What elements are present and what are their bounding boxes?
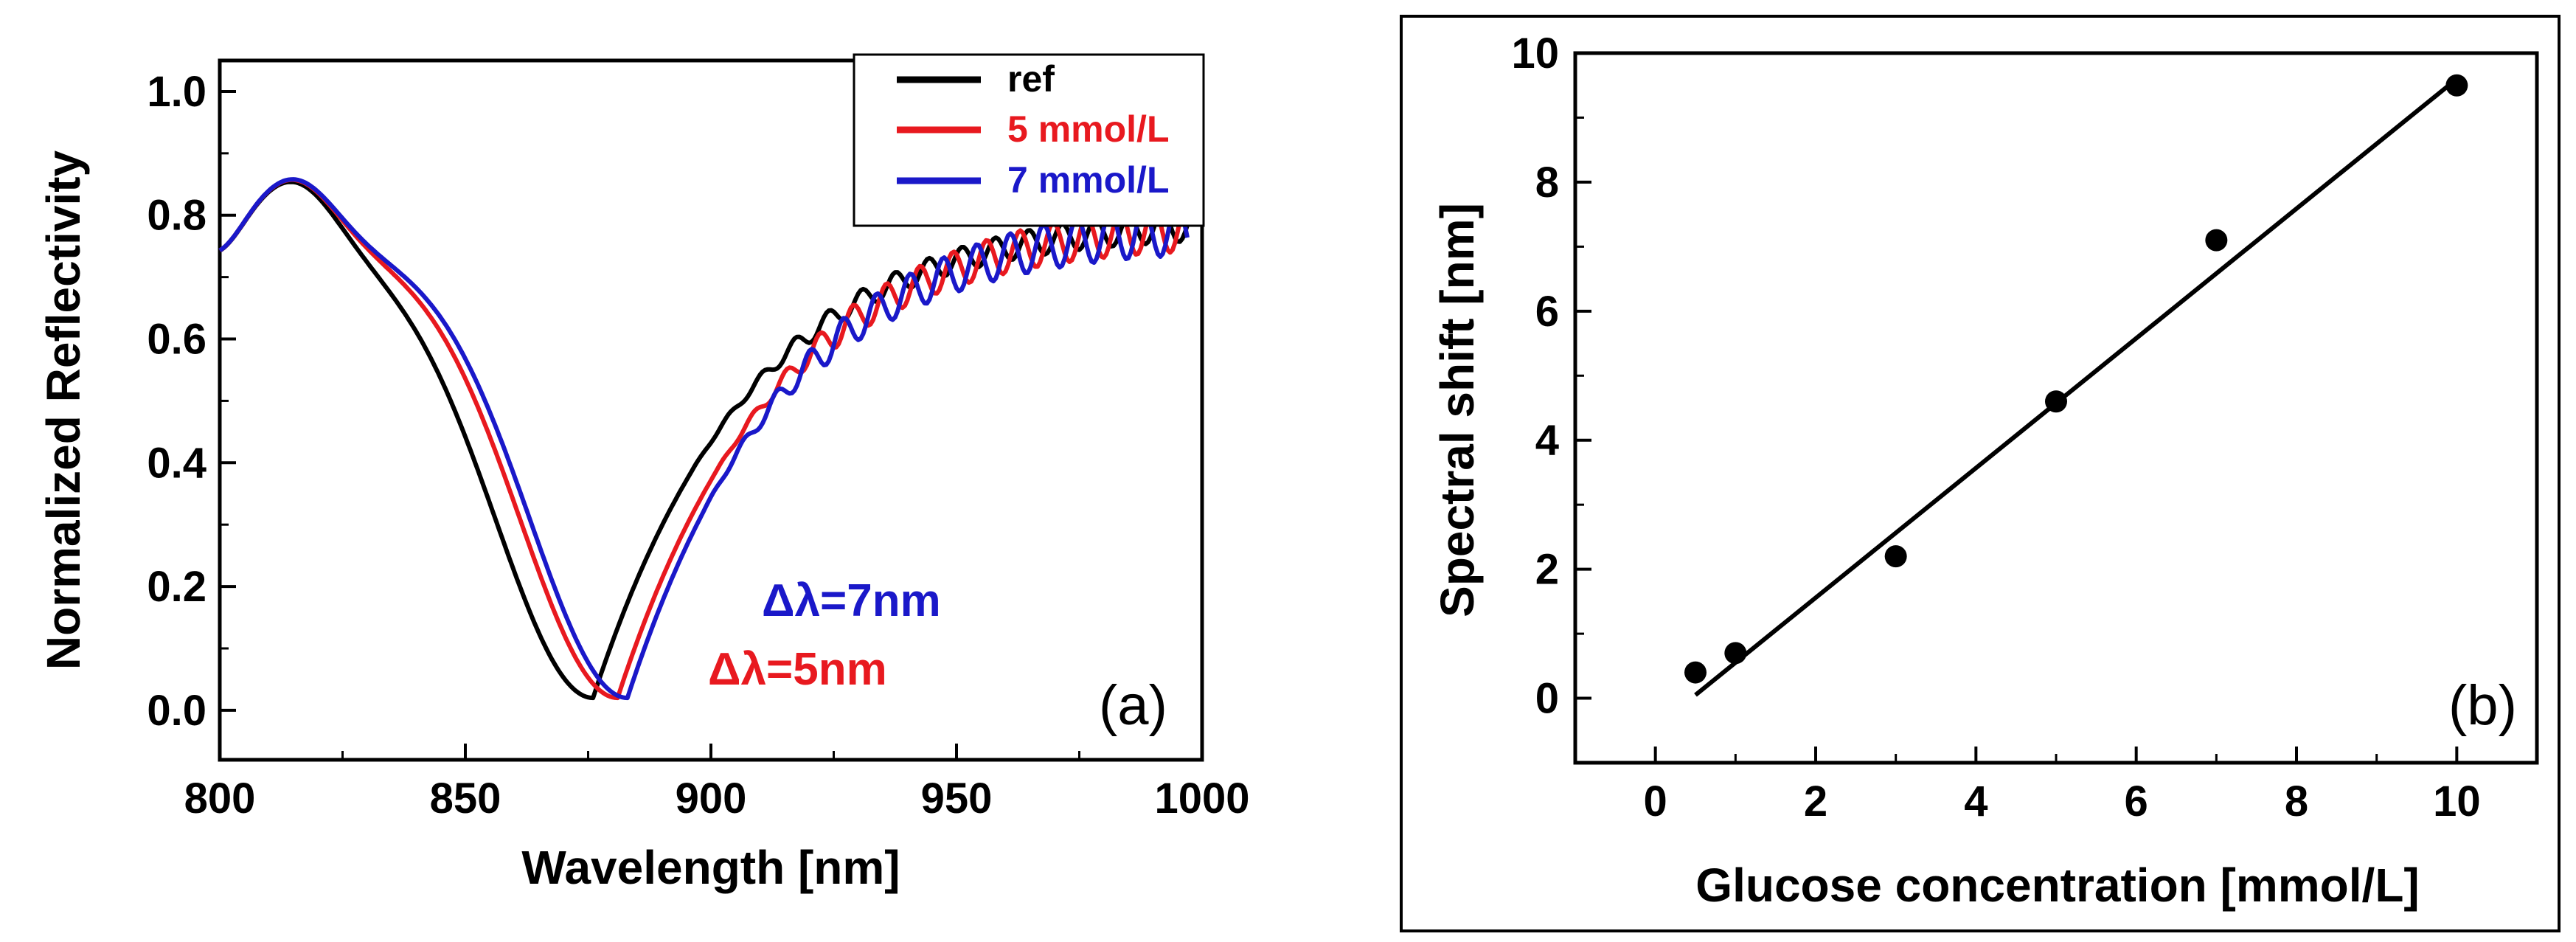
x-tick-label: 8: [2285, 778, 2308, 825]
series-line-ref: [218, 179, 1190, 701]
panel-a-ticks: [218, 89, 1204, 761]
x-tick-label: 800: [184, 775, 256, 822]
panel-b-data-points: [1684, 74, 2468, 684]
data-point: [2045, 390, 2067, 413]
data-point: [1724, 642, 1747, 665]
data-point: [2205, 229, 2228, 252]
panel-b-shift-chart: 0 2 4 6 8 10 0 2 4 6 8 10 Glucose concentration [m…: [1400, 15, 2561, 932]
y-tick-label: 8: [1535, 159, 1559, 207]
series-line-7-mmol-L: [218, 177, 1190, 701]
panel-a-legend: ref 5 mmol/L 7 mmol/L: [853, 53, 1205, 227]
panel-b-y-tick-labels: 0 2 4 6 8 10: [1511, 30, 1559, 723]
panel-b-x-axis-title: Glucose concentration [mmol/L]: [1695, 859, 2419, 912]
y-tick-label: 10: [1511, 30, 1559, 77]
annotation-delta-5nm: Δλ=5nm: [708, 644, 887, 695]
x-tick-label: 900: [676, 775, 747, 822]
series-line-5-mmol-L: [218, 177, 1189, 701]
legend-label-7mmol: 7 mmol/L: [1007, 159, 1169, 201]
panel-a-y-axis-title: Normalized Reflectivity: [37, 150, 90, 670]
panel-a-label: (a): [1099, 674, 1167, 737]
x-tick-label: 10: [2433, 778, 2481, 825]
y-tick-label: 0.6: [147, 316, 206, 364]
x-tick-label: 950: [921, 775, 993, 822]
x-tick-label: 6: [2125, 778, 2148, 825]
legend-label-5mmol: 5 mmol/L: [1007, 108, 1169, 150]
y-tick-label: 1.0: [147, 68, 206, 116]
x-tick-label: 1000: [1154, 775, 1249, 822]
panel-a-curves: [218, 177, 1190, 701]
y-tick-label: 0.4: [147, 439, 206, 487]
y-tick-label: 0.8: [147, 192, 206, 240]
x-tick-label: 2: [1804, 778, 1827, 825]
panel-b-label: (b): [2448, 674, 2517, 737]
y-tick-label: 6: [1535, 288, 1559, 336]
panel-a-reflectivity-chart: 800 850 900 950 1000 0.0 0.2 0.4 0.6 0.8 1.0 Wave…: [37, 53, 1250, 894]
panel-a-x-axis-title: Wavelength [nm]: [521, 841, 900, 894]
y-tick-label: 0.2: [147, 563, 206, 611]
y-tick-label: 4: [1535, 417, 1559, 465]
legend-label-ref: ref: [1007, 58, 1055, 100]
x-tick-label: 850: [430, 775, 501, 822]
panel-b-ticks: [1575, 52, 2459, 764]
panel-b-y-axis-title: Spectral shift [nm]: [1431, 203, 1484, 617]
annotation-delta-7nm: Δλ=7nm: [762, 575, 941, 626]
panel-b-x-tick-labels: 0 2 4 6 8 10: [1644, 778, 2481, 825]
y-tick-label: 0: [1535, 675, 1559, 723]
data-point: [1684, 661, 1707, 684]
panel-b-fit-line: [1694, 77, 2459, 697]
panel-a-x-tick-labels: 800 850 900 950 1000: [184, 775, 1250, 822]
panel-a-y-tick-labels: 0.0 0.2 0.4 0.6 0.8 1.0: [147, 68, 206, 735]
legend-box: [853, 53, 1205, 227]
y-tick-label: 0.0: [147, 687, 206, 735]
x-tick-label: 4: [1964, 778, 1987, 825]
y-tick-label: 2: [1535, 546, 1559, 594]
data-point: [1884, 545, 1907, 568]
panel-b-outer-border: [1400, 15, 2561, 932]
x-tick-label: 0: [1644, 778, 1667, 825]
data-point: [2445, 74, 2468, 97]
linear-fit-line: [1694, 77, 2459, 697]
